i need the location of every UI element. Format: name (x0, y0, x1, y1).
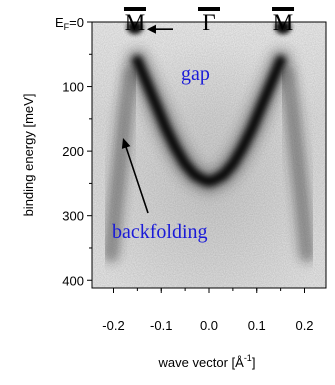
x-tick-label: 0.2 (295, 318, 313, 333)
y-tick-label: 200 (62, 144, 84, 159)
axes: -0.2 -0.1 0.0 0.1 0.2 100 200 300 400 EF=0 binding… (21, 7, 327, 370)
symmetry-point-overbar (123, 7, 146, 11)
gap-annotation: gap (181, 63, 210, 85)
y-tick-label: 100 (62, 80, 84, 95)
main-band-line (131, 55, 287, 187)
frame-gap-mask-left (91, 10, 121, 21)
symmetry-point-label: Γ (202, 10, 215, 35)
symmetry-point-overbar (272, 7, 295, 11)
gap-arrow-head (146, 24, 156, 34)
plot-area (92, 22, 326, 288)
x-tick-label: -0.1 (150, 318, 172, 333)
symmetry-point-label: M (273, 10, 293, 35)
y-tick-label: 400 (62, 273, 84, 288)
x-axis-label: wave vector [Å-1] (158, 353, 256, 370)
backfolding-annotation: backfolding (112, 221, 208, 243)
y-axis-label: binding energy [meV] (21, 94, 36, 217)
symmetry-point-overbar (198, 7, 220, 11)
y-zero-label: EF=0 (55, 15, 84, 32)
gap-spot-left (126, 22, 143, 35)
gap-spot-right (275, 22, 292, 35)
x-tick-label: 0.1 (248, 318, 266, 333)
y-tick-label: 300 (62, 209, 84, 224)
backfolding-arrow-line (124, 143, 149, 214)
frame-gap-mask-right (297, 10, 327, 21)
backfolding-arrow-head (121, 138, 131, 149)
x-tick-label: 0.0 (200, 318, 218, 333)
backfolded-band-left (103, 65, 139, 263)
annotations: gap backfolding (112, 24, 210, 243)
backfolded-band-right (279, 65, 315, 263)
symmetry-point-label: M (125, 10, 145, 35)
x-tick-label: -0.2 (102, 318, 124, 333)
